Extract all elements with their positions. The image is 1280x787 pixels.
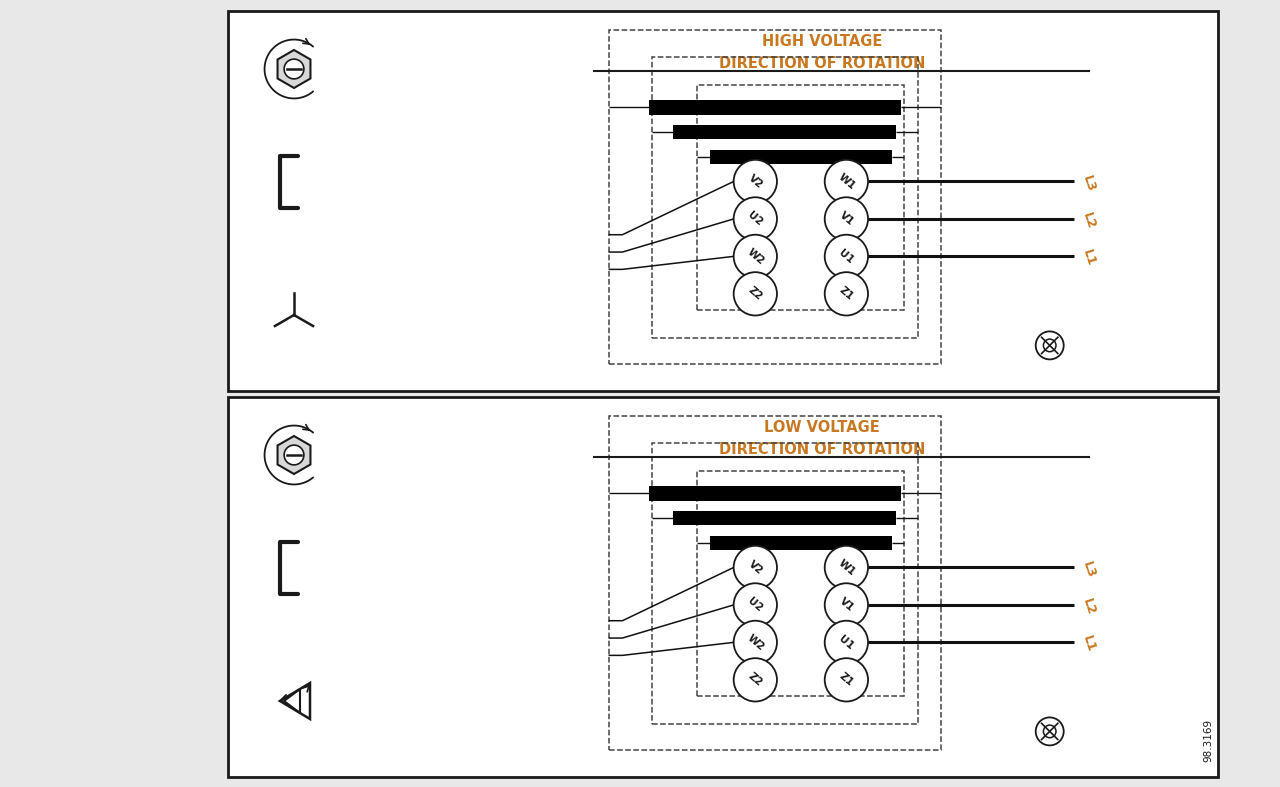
Polygon shape xyxy=(278,50,311,88)
Bar xyxy=(698,471,904,696)
Circle shape xyxy=(824,160,868,203)
Circle shape xyxy=(824,621,868,664)
Polygon shape xyxy=(278,436,311,474)
Text: DIRECTION OF ROTATION: DIRECTION OF ROTATION xyxy=(719,56,925,71)
Text: V2: V2 xyxy=(746,172,764,190)
Bar xyxy=(710,150,892,164)
Text: U2: U2 xyxy=(746,596,764,614)
Circle shape xyxy=(733,583,777,626)
Text: U2: U2 xyxy=(746,210,764,227)
Text: Z2: Z2 xyxy=(746,285,764,302)
Bar xyxy=(649,486,901,501)
Circle shape xyxy=(1043,725,1056,737)
Bar xyxy=(673,125,896,139)
Circle shape xyxy=(824,546,868,589)
Circle shape xyxy=(1036,718,1064,745)
Bar xyxy=(649,100,901,115)
Circle shape xyxy=(824,198,868,241)
Circle shape xyxy=(733,235,777,278)
Text: W1: W1 xyxy=(836,558,856,578)
Text: L1: L1 xyxy=(1080,249,1098,268)
Bar xyxy=(698,85,904,309)
Circle shape xyxy=(284,445,303,465)
Bar xyxy=(653,57,918,338)
Circle shape xyxy=(1036,331,1064,360)
Bar xyxy=(609,30,941,364)
Circle shape xyxy=(824,235,868,278)
Circle shape xyxy=(733,160,777,203)
Circle shape xyxy=(733,621,777,664)
Text: W1: W1 xyxy=(836,172,856,191)
Text: L1: L1 xyxy=(1080,634,1098,654)
Text: L2: L2 xyxy=(1080,597,1098,617)
Circle shape xyxy=(1043,339,1056,352)
Text: L2: L2 xyxy=(1080,211,1098,231)
Text: L3: L3 xyxy=(1080,560,1098,579)
Circle shape xyxy=(733,272,777,316)
Circle shape xyxy=(824,583,868,626)
Bar xyxy=(653,443,918,724)
Text: Z2: Z2 xyxy=(746,671,764,689)
Bar xyxy=(228,11,1219,391)
Text: DIRECTION OF ROTATION: DIRECTION OF ROTATION xyxy=(719,442,925,456)
Bar xyxy=(228,397,1219,777)
Text: W2: W2 xyxy=(745,633,765,652)
Circle shape xyxy=(733,658,777,701)
Circle shape xyxy=(733,546,777,589)
Text: HIGH VOLTAGE: HIGH VOLTAGE xyxy=(762,34,882,49)
Text: V2: V2 xyxy=(746,559,764,576)
Bar xyxy=(609,416,941,750)
Text: V1: V1 xyxy=(837,597,855,614)
Text: V1: V1 xyxy=(837,210,855,227)
Circle shape xyxy=(824,272,868,316)
Text: U1: U1 xyxy=(837,634,855,652)
Circle shape xyxy=(733,198,777,241)
Circle shape xyxy=(824,658,868,701)
Text: L3: L3 xyxy=(1080,174,1098,194)
Text: LOW VOLTAGE: LOW VOLTAGE xyxy=(764,419,879,434)
Text: Z1: Z1 xyxy=(837,671,855,689)
Bar xyxy=(710,535,892,550)
Circle shape xyxy=(284,59,303,79)
Bar xyxy=(673,511,896,525)
Text: W2: W2 xyxy=(745,246,765,266)
Text: Z1: Z1 xyxy=(837,285,855,302)
Text: 98.3169: 98.3169 xyxy=(1203,719,1213,762)
Text: U1: U1 xyxy=(837,247,855,265)
